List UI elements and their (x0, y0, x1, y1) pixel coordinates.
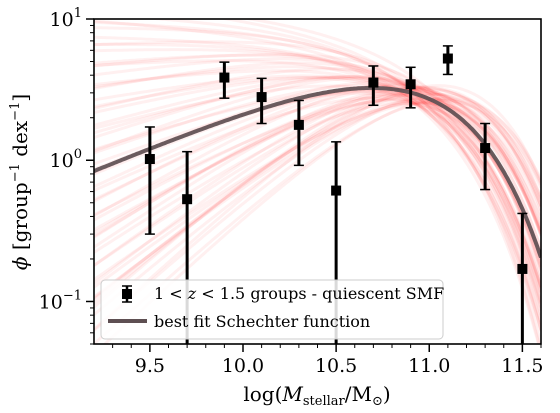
posterior-sample-line (94, 98, 541, 233)
posterior-sample-line (94, 69, 541, 294)
data-marker (517, 263, 528, 274)
posterior-sample-line (94, 92, 541, 238)
data-point (144, 126, 155, 235)
posterior-sample-line (94, 42, 540, 344)
posterior-sample-line (94, 88, 541, 249)
y-tick-label: 101 (50, 6, 82, 31)
posterior-sample-line (94, 85, 541, 285)
data-marker (144, 154, 155, 165)
data-marker (331, 185, 342, 196)
legend: 1 < z < 1.5 groups - quiescent SMF best … (100, 279, 444, 340)
posterior-sample-line (94, 97, 541, 289)
x-tick-label: 10.5 (315, 355, 357, 377)
posterior-sample-line (94, 59, 541, 325)
x-axis-title: log(Mstellar/M⊙) (243, 382, 390, 409)
posterior-sample-line (218, 19, 541, 312)
posterior-sample-line (94, 74, 541, 293)
y-tick-label: 10−1 (39, 288, 82, 313)
posterior-sample-line (94, 48, 541, 308)
data-marker (182, 194, 193, 205)
legend-label-fit: best fit Schechter function (154, 312, 370, 331)
x-tick-label: 11.5 (501, 355, 543, 377)
y-axis: 10−1 100 101 (39, 6, 94, 345)
posterior-sample-line (94, 75, 541, 288)
posterior-sample-line (94, 99, 541, 344)
data-marker (219, 72, 230, 83)
posterior-sample-line (94, 93, 541, 228)
data-point (368, 65, 379, 107)
data-marker (480, 143, 491, 154)
data-marker (405, 79, 416, 90)
posterior-sample-line (94, 99, 541, 270)
posterior-sample-line (94, 101, 541, 260)
posterior-sample-line (94, 83, 541, 235)
x-tick-label: 10.0 (222, 355, 264, 377)
posterior-band (94, 19, 541, 344)
posterior-sample-line (94, 19, 541, 332)
posterior-sample-line (94, 52, 541, 258)
posterior-sample-line (94, 96, 541, 284)
data-point (219, 61, 230, 99)
posterior-sample-line (94, 100, 541, 281)
data-marker (293, 119, 304, 130)
data-point (480, 122, 491, 191)
posterior-sample-line (94, 83, 541, 237)
legend-label-data: 1 < z < 1.5 groups - quiescent SMF (154, 284, 444, 303)
legend-frame (100, 279, 444, 340)
y-axis-title: ϕ [group−1 dex−1] (8, 94, 32, 270)
posterior-sample-line (94, 40, 541, 293)
posterior-sample-line (94, 53, 541, 288)
posterior-sample-line (241, 19, 541, 285)
posterior-sample-line (94, 65, 541, 289)
x-axis: 9.5 10.0 10.5 11.0 11.5 (112, 344, 544, 377)
posterior-sample-line (94, 101, 541, 316)
posterior-sample-line (94, 75, 541, 235)
data-marker (368, 77, 379, 88)
y-tick-label: 100 (50, 147, 82, 172)
data-marker (442, 53, 453, 64)
posterior-sample-line (94, 26, 541, 344)
posterior-sample-line (94, 20, 541, 323)
posterior-sample-line (94, 57, 541, 304)
posterior-sample-line (94, 92, 541, 267)
data-point (405, 66, 416, 109)
posterior-sample-line (94, 96, 541, 232)
posterior-sample-line (94, 35, 541, 331)
posterior-sample-line (94, 61, 541, 316)
posterior-sample-line (94, 84, 541, 331)
data-point (442, 45, 453, 76)
posterior-sample-line (94, 97, 541, 299)
data-point (256, 77, 267, 125)
data-point (331, 141, 342, 344)
posterior-sample-line (94, 101, 541, 300)
best-fit-layer (94, 85, 541, 259)
x-tick-label: 9.5 (135, 355, 165, 377)
data-point (182, 150, 193, 344)
data-marker (256, 92, 267, 103)
posterior-sample-line (94, 85, 541, 267)
data-point (293, 99, 304, 167)
data-points-layer (144, 45, 528, 344)
posterior-sample-line (94, 88, 541, 305)
posterior-sample-line (94, 87, 541, 239)
posterior-sample-line (94, 91, 541, 301)
posterior-sample-line (94, 86, 541, 309)
posterior-sample-line (94, 76, 541, 331)
legend-marker-errorbar (122, 285, 132, 303)
posterior-sample-line (94, 93, 541, 332)
posterior-sample-line (94, 86, 541, 216)
data-point (517, 212, 528, 344)
best-fit-line (94, 85, 541, 259)
posterior-sample-line (94, 84, 541, 304)
x-tick-label: 11.0 (408, 355, 450, 377)
